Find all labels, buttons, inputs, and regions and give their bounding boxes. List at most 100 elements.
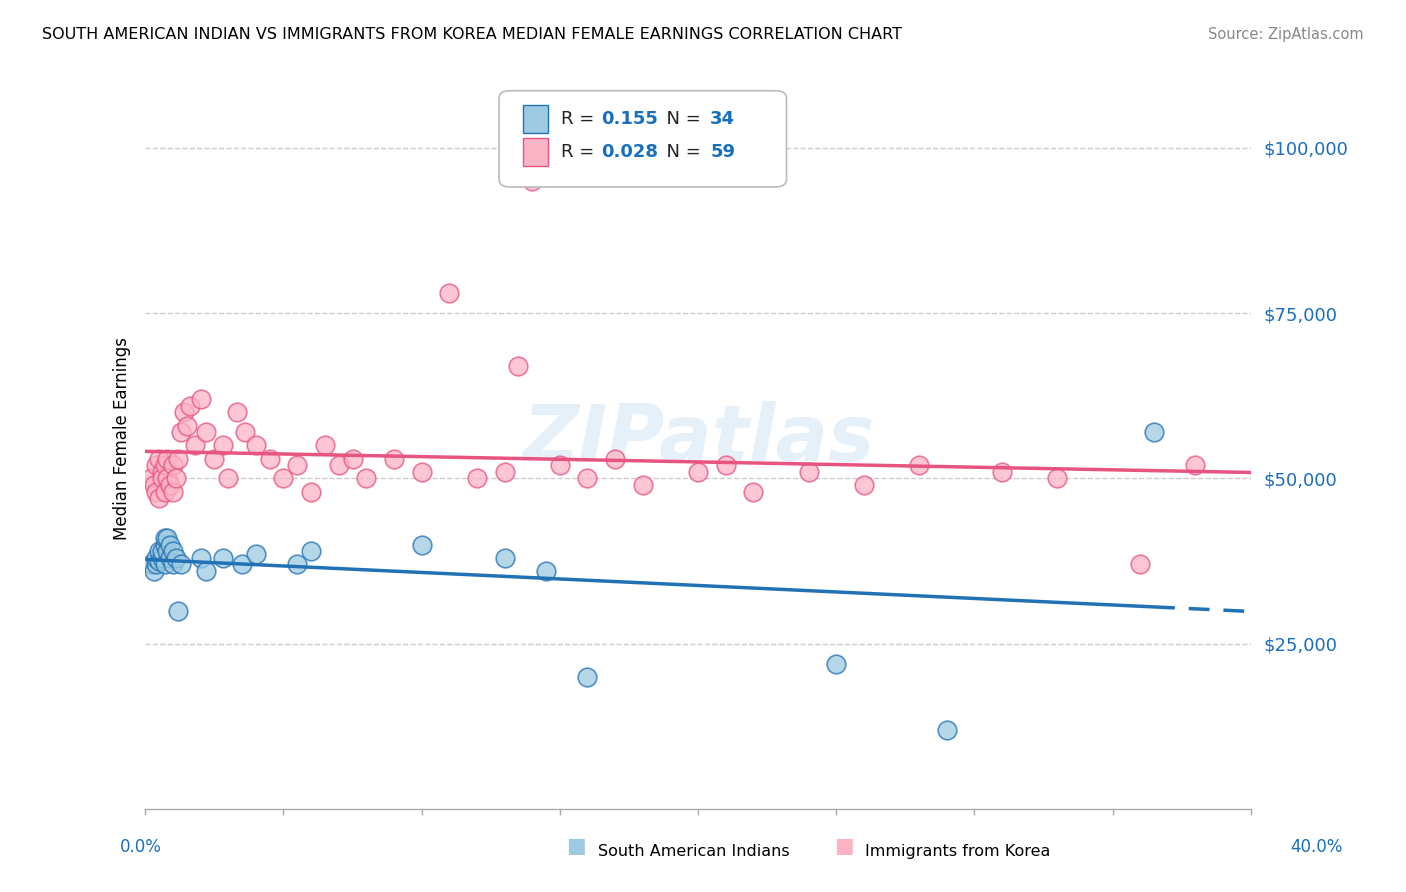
Point bbox=[139, 471, 162, 485]
Y-axis label: Median Female Earnings: Median Female Earnings bbox=[114, 337, 131, 541]
Point bbox=[195, 425, 218, 439]
Point bbox=[167, 451, 190, 466]
Point bbox=[142, 478, 165, 492]
Point bbox=[162, 544, 184, 558]
Point bbox=[150, 471, 173, 485]
Point bbox=[156, 471, 179, 485]
FancyBboxPatch shape bbox=[523, 104, 548, 133]
Point bbox=[195, 564, 218, 578]
Point bbox=[908, 458, 931, 473]
Text: 40.0%: 40.0% bbox=[1291, 838, 1343, 855]
Text: 0.155: 0.155 bbox=[600, 110, 658, 128]
Point bbox=[935, 723, 957, 737]
Point bbox=[631, 478, 654, 492]
FancyBboxPatch shape bbox=[499, 91, 786, 187]
Point bbox=[148, 554, 170, 568]
Point bbox=[356, 471, 378, 485]
Text: ZIPatlas: ZIPatlas bbox=[522, 401, 875, 476]
Point bbox=[522, 174, 544, 188]
Point bbox=[285, 558, 308, 572]
Point bbox=[145, 484, 167, 499]
Point bbox=[176, 418, 198, 433]
Point bbox=[162, 484, 184, 499]
Text: Immigrants from Korea: Immigrants from Korea bbox=[865, 845, 1050, 859]
Point bbox=[576, 471, 599, 485]
Point bbox=[170, 558, 193, 572]
Point bbox=[991, 465, 1014, 479]
Point bbox=[156, 531, 179, 545]
Point bbox=[314, 438, 336, 452]
Point bbox=[179, 399, 201, 413]
Point bbox=[714, 458, 737, 473]
Point bbox=[184, 438, 207, 452]
Text: 34: 34 bbox=[710, 110, 735, 128]
Point bbox=[190, 550, 212, 565]
Point bbox=[233, 425, 256, 439]
Point bbox=[162, 558, 184, 572]
Point bbox=[145, 458, 167, 473]
Point bbox=[382, 451, 405, 466]
Point bbox=[259, 451, 281, 466]
Point bbox=[534, 564, 557, 578]
Point bbox=[159, 537, 181, 551]
Point bbox=[156, 544, 179, 558]
Point bbox=[170, 425, 193, 439]
Point bbox=[211, 438, 233, 452]
Point bbox=[202, 451, 225, 466]
Point bbox=[153, 458, 176, 473]
Text: R =: R = bbox=[561, 144, 600, 161]
Text: R =: R = bbox=[561, 110, 600, 128]
Point bbox=[159, 478, 181, 492]
Point bbox=[1184, 458, 1206, 473]
Point bbox=[153, 484, 176, 499]
Point bbox=[165, 471, 187, 485]
Text: N =: N = bbox=[655, 110, 706, 128]
Text: South American Indians: South American Indians bbox=[598, 845, 789, 859]
Point bbox=[211, 550, 233, 565]
Point bbox=[245, 438, 267, 452]
Point bbox=[217, 471, 239, 485]
Point bbox=[548, 458, 571, 473]
Point bbox=[142, 564, 165, 578]
Point bbox=[603, 451, 626, 466]
Point bbox=[148, 544, 170, 558]
Point bbox=[1046, 471, 1069, 485]
Point bbox=[148, 491, 170, 506]
Text: SOUTH AMERICAN INDIAN VS IMMIGRANTS FROM KOREA MEDIAN FEMALE EARNINGS CORRELATIO: SOUTH AMERICAN INDIAN VS IMMIGRANTS FROM… bbox=[42, 27, 903, 42]
Point bbox=[299, 484, 322, 499]
Text: ■: ■ bbox=[567, 836, 586, 855]
Point bbox=[139, 558, 162, 572]
Point bbox=[156, 451, 179, 466]
Point bbox=[231, 558, 253, 572]
Text: 0.028: 0.028 bbox=[600, 144, 658, 161]
Point bbox=[852, 478, 875, 492]
Point bbox=[159, 550, 181, 565]
Point bbox=[299, 544, 322, 558]
Point bbox=[686, 465, 709, 479]
Text: ■: ■ bbox=[834, 836, 853, 855]
Point bbox=[1129, 558, 1152, 572]
Point bbox=[145, 558, 167, 572]
Point bbox=[508, 359, 530, 373]
Point bbox=[411, 465, 433, 479]
Point bbox=[150, 544, 173, 558]
Point bbox=[494, 465, 516, 479]
FancyBboxPatch shape bbox=[523, 138, 548, 166]
Point bbox=[150, 465, 173, 479]
Point bbox=[167, 604, 190, 618]
Point bbox=[145, 550, 167, 565]
Point bbox=[465, 471, 488, 485]
Point bbox=[273, 471, 295, 485]
Point bbox=[153, 537, 176, 551]
Text: N =: N = bbox=[655, 144, 706, 161]
Point bbox=[342, 451, 364, 466]
Point bbox=[190, 392, 212, 406]
Point bbox=[1143, 425, 1166, 439]
Text: 59: 59 bbox=[710, 144, 735, 161]
Point bbox=[225, 405, 247, 419]
Text: 0.0%: 0.0% bbox=[120, 838, 162, 855]
Point bbox=[439, 286, 461, 301]
Point bbox=[742, 484, 765, 499]
Point bbox=[285, 458, 308, 473]
Point bbox=[328, 458, 350, 473]
